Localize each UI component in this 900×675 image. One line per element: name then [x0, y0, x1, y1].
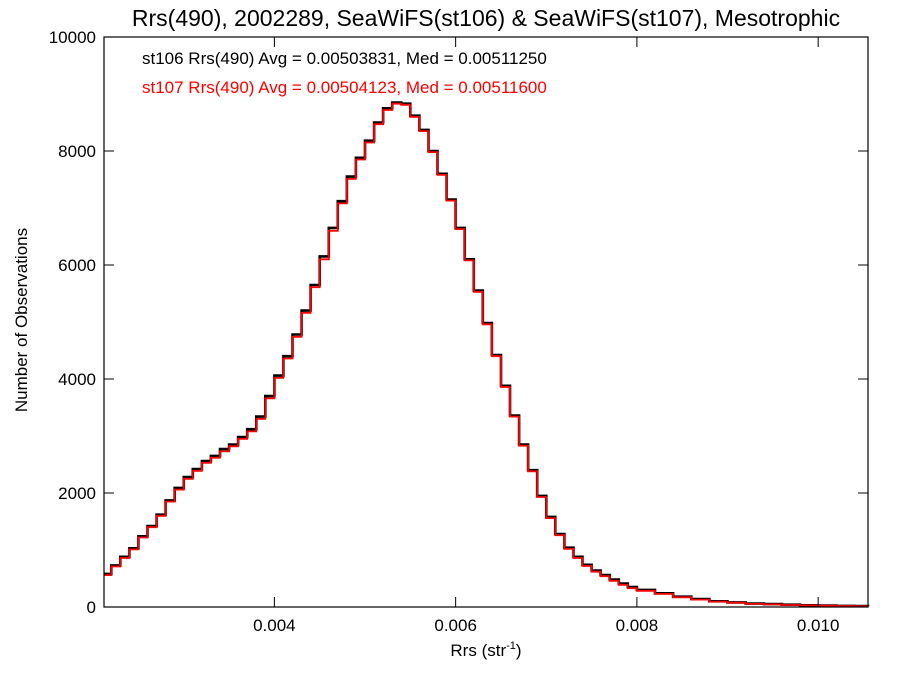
plot-frame [103, 36, 869, 608]
x-tick-label: 0.006 [434, 616, 477, 635]
x-axis-label-superscript: -1 [506, 640, 516, 652]
x-tick-label: 0.008 [616, 616, 659, 635]
x-tick-label: 0.004 [253, 616, 296, 635]
y-tick-label: 0 [87, 598, 96, 617]
series-line-1 [104, 102, 869, 608]
y-tick-label: 8000 [58, 142, 96, 161]
x-axis-label: Rrs (str-1) [450, 640, 521, 660]
x-axis-label-main: Rrs (str [450, 641, 506, 660]
series-line-0 [104, 101, 870, 608]
series-layer [104, 101, 870, 608]
annotation-st107: st107 Rrs(490) Avg = 0.00504123, Med = 0… [142, 78, 547, 97]
y-tick-label: 6000 [58, 256, 96, 275]
y-tick-label: 10000 [49, 28, 96, 47]
chart-title: Rrs(490), 2002289, SeaWiFS(st106) & SeaW… [132, 5, 840, 31]
y-tick-label: 2000 [58, 484, 96, 503]
y-axis-label: Number of Observations [12, 228, 31, 412]
annotation-st106: st106 Rrs(490) Avg = 0.00503831, Med = 0… [142, 49, 547, 68]
x-axis-label-end: ) [516, 641, 522, 660]
y-tick-label: 4000 [58, 370, 96, 389]
axis-ticks: 0.004 0.006 0.008 0.010 0 2000 4000 6000 8000 100… [49, 28, 868, 635]
x-tick-label: 0.010 [797, 616, 840, 635]
